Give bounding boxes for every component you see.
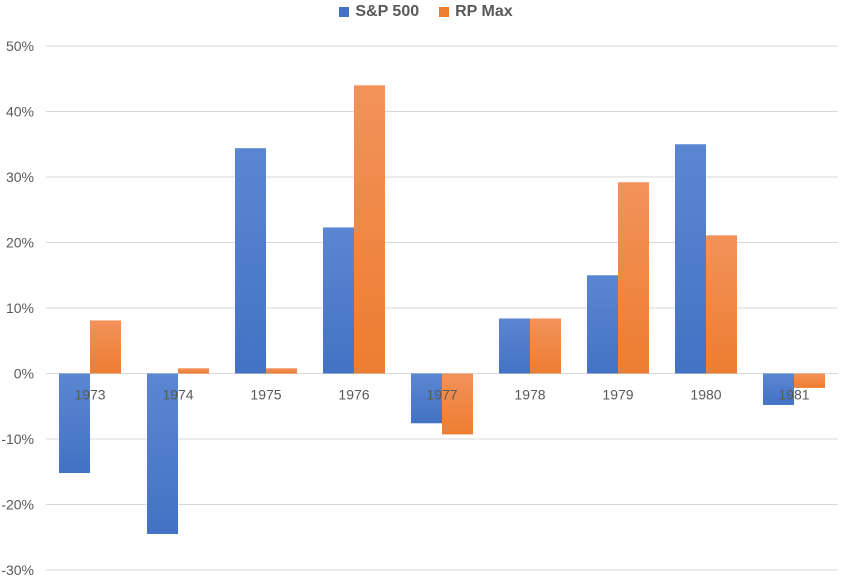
x-tick-label: 1980	[690, 387, 721, 403]
bar-rp-max	[178, 368, 209, 374]
bar-sp500	[235, 148, 266, 374]
x-tick-label: 1974	[162, 387, 193, 403]
legend-item-sp500: S&P 500	[339, 3, 419, 21]
legend: S&P 500 RP Max	[0, 3, 852, 21]
bar-sp500	[499, 318, 530, 374]
y-tick-label: -20%	[1, 497, 34, 513]
legend-swatch-sp500	[339, 7, 350, 17]
y-tick-label: 40%	[6, 104, 34, 120]
y-tick-label: 30%	[6, 169, 34, 185]
bar-sp500	[323, 227, 354, 374]
bar-sp500	[59, 373, 90, 474]
bar-sp500	[587, 275, 618, 374]
y-tick-label: 20%	[6, 235, 34, 251]
y-tick-label: 0%	[14, 366, 34, 382]
legend-item-rp-max: RP Max	[439, 3, 513, 21]
x-tick-label: 1981	[778, 387, 809, 403]
y-tick-label: -30%	[1, 562, 34, 578]
bar-rp-max	[354, 85, 385, 374]
legend-label-rp-max: RP Max	[455, 3, 513, 20]
y-tick-label: 50%	[6, 38, 34, 54]
bar-rp-max	[706, 235, 737, 374]
bar-rp-max	[442, 373, 473, 435]
x-tick-label: 1973	[74, 387, 105, 403]
x-tick-label: 1979	[602, 387, 633, 403]
y-tick-label: 10%	[6, 300, 34, 316]
bar-sp500	[763, 373, 794, 405]
x-tick-label: 1977	[426, 387, 457, 403]
y-tick-label: -10%	[1, 431, 34, 447]
bar-rp-max	[90, 320, 121, 374]
legend-swatch-rp-max	[439, 7, 450, 17]
x-tick-label: 1978	[514, 387, 545, 403]
bar-rp-max	[530, 318, 561, 374]
bar-sp500	[147, 373, 178, 534]
x-tick-label: 1975	[250, 387, 281, 403]
bar-rp-max	[618, 182, 649, 374]
x-tick-label: 1976	[338, 387, 369, 403]
bar-sp500	[411, 373, 442, 424]
legend-label-sp500: S&P 500	[355, 3, 420, 20]
bar-rp-max	[266, 368, 297, 374]
bar-sp500	[675, 144, 706, 374]
bar-rp-max	[794, 373, 825, 388]
